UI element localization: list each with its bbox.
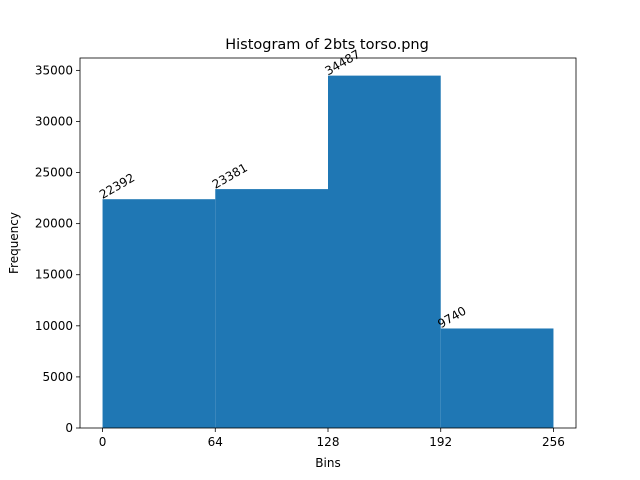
- x-tick-label: 0: [99, 435, 107, 449]
- histogram-bar: [328, 75, 441, 429]
- y-tick-label: 15000: [35, 268, 73, 282]
- y-tick-label: 20000: [35, 217, 73, 231]
- x-tick-label: 128: [317, 435, 340, 449]
- bars-group: [102, 75, 554, 429]
- y-tick-label: 30000: [35, 114, 73, 128]
- histogram-bar: [102, 199, 216, 428]
- y-tick-label: 0: [65, 421, 73, 435]
- y-axis-ticks: 0 5000 10000 15000 20000 25000 30000 35000: [35, 63, 80, 435]
- x-axis-label: Bins: [315, 456, 340, 470]
- x-tick-label: 256: [542, 435, 565, 449]
- x-tick-label: 64: [208, 435, 223, 449]
- x-axis-ticks: 0 64 128 192 256: [99, 428, 565, 449]
- y-tick-label: 10000: [35, 319, 73, 333]
- y-axis-label: Frequency: [7, 212, 21, 274]
- y-tick-label: 25000: [35, 166, 73, 180]
- chart-title: Histogram of 2bts torso.png: [225, 37, 429, 53]
- y-tick-label: 5000: [42, 370, 73, 384]
- y-tick-label: 35000: [35, 63, 73, 77]
- x-tick-label: 192: [429, 435, 452, 449]
- histogram-bar: [215, 189, 328, 428]
- histogram-bar: [440, 328, 554, 428]
